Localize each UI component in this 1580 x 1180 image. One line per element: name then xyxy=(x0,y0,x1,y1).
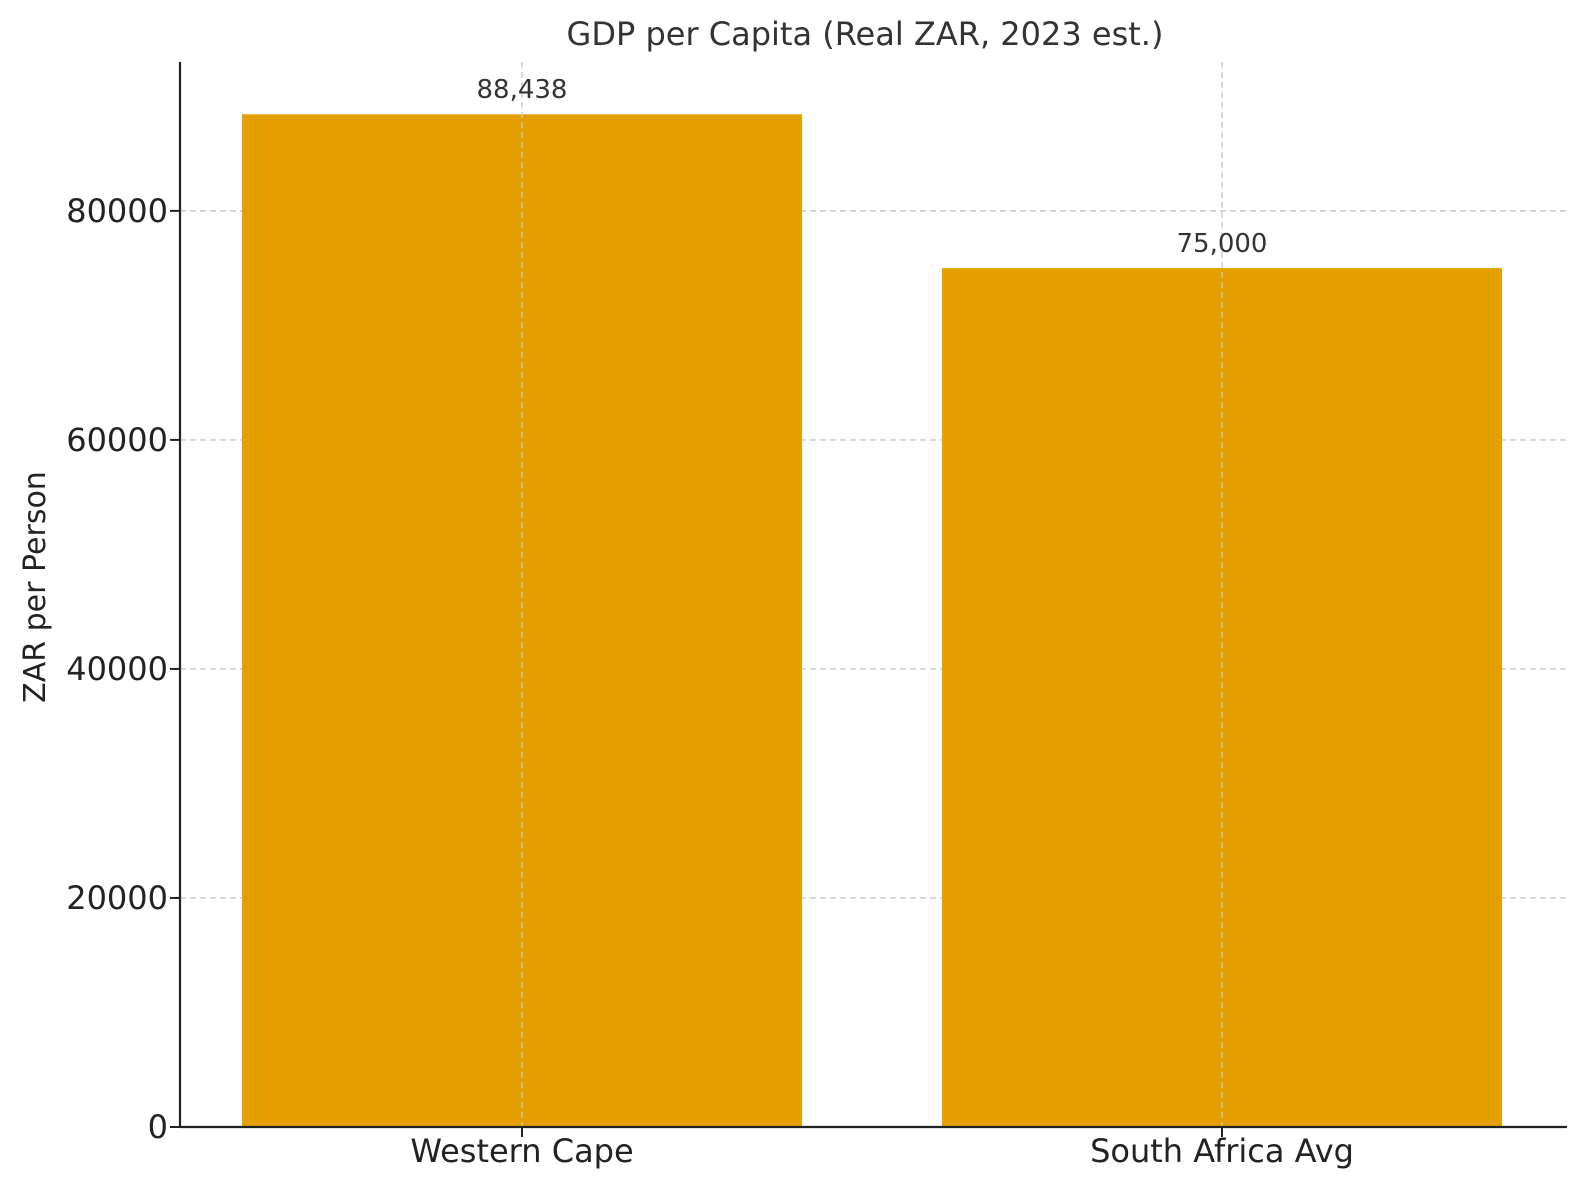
bar-value-label: 88,438 xyxy=(477,75,568,105)
y-tick-label: 0 xyxy=(148,1108,168,1146)
y-axis-label: ZAR per Person xyxy=(18,471,53,703)
vertical-grid xyxy=(521,62,1223,1127)
y-tick-label: 80000 xyxy=(66,192,168,230)
data-labels: 88,438 75,000 xyxy=(477,75,1268,259)
bars xyxy=(242,114,1502,1128)
y-tick-label: 40000 xyxy=(66,650,168,688)
axes xyxy=(178,62,1567,1129)
x-tick-label: Western Cape xyxy=(410,1132,633,1170)
x-tick-label: South Africa Avg xyxy=(1090,1132,1354,1170)
y-tick-label: 60000 xyxy=(66,421,168,459)
y-tick-label: 20000 xyxy=(66,879,168,917)
ticks: 0 20000 40000 60000 80000 Western Cape South A… xyxy=(66,192,1354,1170)
chart-title: GDP per Capita (Real ZAR, 2023 est.) xyxy=(567,15,1164,53)
bar-value-label: 75,000 xyxy=(1177,229,1268,259)
